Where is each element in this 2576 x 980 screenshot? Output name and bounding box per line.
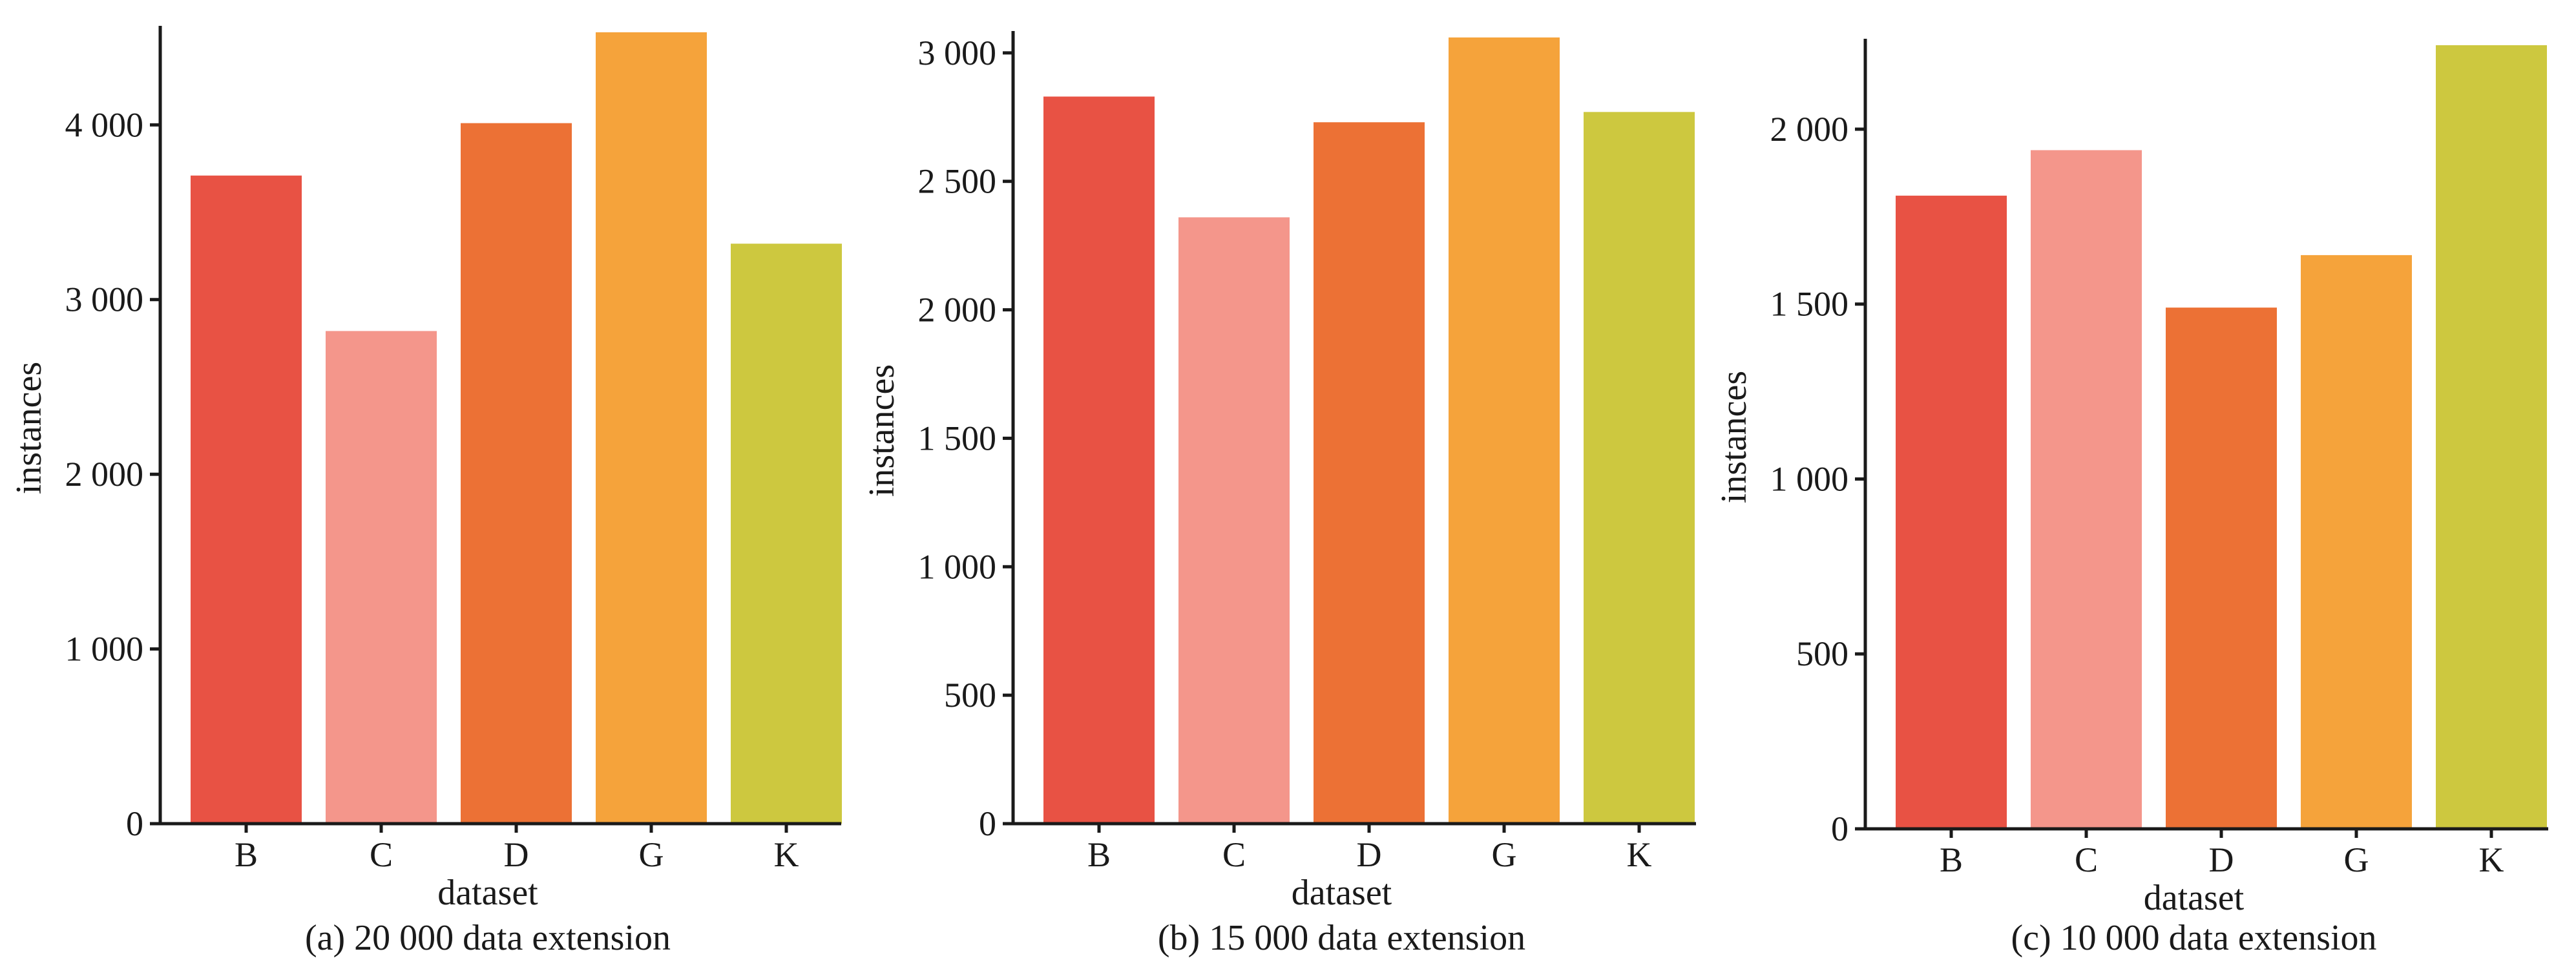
chart-caption: (c) 10 000 data extension — [2011, 918, 2376, 958]
y-tick-label: 3 000 — [918, 34, 997, 72]
x-tick-label: K — [2479, 840, 2504, 879]
y-tick-label: 0 — [1831, 809, 1848, 848]
y-axis-title: instances — [862, 364, 902, 497]
bar-a-k — [731, 244, 842, 824]
y-axis-title: instances — [9, 362, 49, 494]
x-tick-label: D — [2209, 840, 2234, 879]
y-tick-label: 4 000 — [65, 105, 144, 144]
y-axis-title: instances — [1714, 371, 1754, 503]
x-tick-label: C — [2075, 840, 2098, 879]
axes-lines — [1863, 39, 2548, 831]
bar-a-b — [191, 175, 302, 824]
bar-a-d — [461, 123, 572, 824]
x-tick-label: K — [1627, 835, 1652, 874]
x-tick-label: C — [370, 835, 393, 874]
bar-a-c — [326, 331, 437, 824]
x-tick-label: G — [639, 835, 664, 874]
bar-c-d — [2166, 308, 2277, 829]
chart-panel-b: B C D G K 0 500 1 000 1 500 2 000 2 500 3 000 instan… — [862, 31, 1696, 958]
y-tick-label: 2 500 — [918, 162, 997, 201]
bar-b-c — [1178, 217, 1290, 824]
y-tick-label: 1 000 — [1770, 459, 1849, 498]
bar-b-k — [1584, 112, 1695, 824]
x-tick-label: K — [774, 835, 799, 874]
y-tick-label: 1 000 — [918, 547, 997, 586]
bar-c-g — [2301, 255, 2412, 829]
y-tick-label: 0 — [126, 804, 143, 843]
axes-lines — [1011, 31, 1696, 826]
x-axis-title: dataset — [1292, 873, 1392, 913]
bar-c-b — [1896, 195, 2007, 829]
bar-c-k — [2436, 45, 2547, 829]
bar-b-g — [1449, 37, 1560, 824]
x-tick-label: D — [1357, 835, 1382, 874]
x-tick-label: B — [235, 835, 258, 874]
x-axis-title: dataset — [437, 873, 538, 913]
y-tick-label: 1 500 — [918, 419, 997, 457]
chart-panel-c: B C D G K 0 500 1 000 1 500 2 000 instances dataset… — [1714, 39, 2548, 958]
x-tick-label: B — [1087, 835, 1111, 874]
chart-caption: (b) 15 000 data extension — [1158, 918, 1525, 958]
y-tick-label: 2 000 — [65, 455, 144, 494]
y-tick-label: 1 500 — [1770, 285, 1849, 324]
x-tick-label: C — [1222, 835, 1246, 874]
y-tick-label: 2 000 — [1770, 110, 1849, 149]
x-tick-label: G — [2344, 840, 2369, 879]
y-tick-label: 500 — [1796, 634, 1848, 673]
y-tick-label: 500 — [944, 676, 996, 714]
axes-lines — [158, 26, 841, 826]
x-tick-label: D — [504, 835, 529, 874]
bar-b-d — [1314, 122, 1425, 824]
x-axis-title: dataset — [2144, 878, 2245, 918]
x-tick-label: B — [1940, 840, 1963, 879]
chart-caption: (a) 20 000 data extension — [305, 918, 671, 958]
bar-a-g — [596, 32, 707, 824]
y-tick-label: 1 000 — [65, 630, 144, 669]
y-tick-label: 2 000 — [918, 291, 997, 329]
bar-b-b — [1043, 96, 1155, 824]
y-tick-label: 3 000 — [65, 280, 144, 319]
y-tick-label: 0 — [979, 804, 996, 843]
bar-c-c — [2031, 150, 2142, 829]
x-tick-label: G — [1492, 835, 1517, 874]
chart-panel-a: B C D G K 0 1 000 2 000 3 000 4 000 instances datas… — [9, 26, 842, 958]
